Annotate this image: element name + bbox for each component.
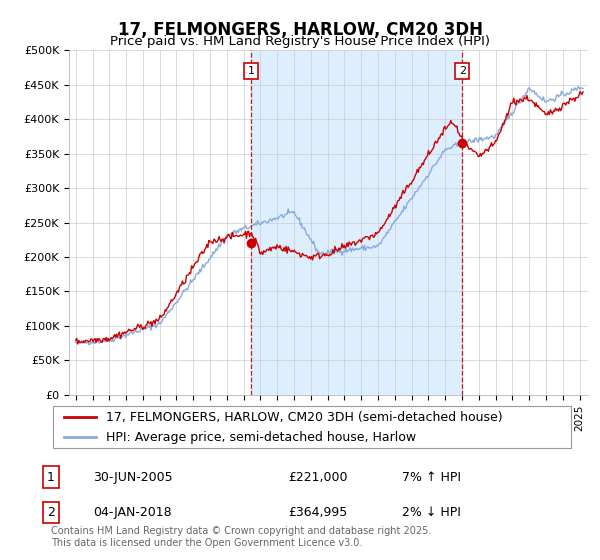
- FancyBboxPatch shape: [53, 405, 571, 449]
- Text: 17, FELMONGERS, HARLOW, CM20 3DH: 17, FELMONGERS, HARLOW, CM20 3DH: [118, 21, 482, 39]
- Text: £221,000: £221,000: [288, 470, 347, 484]
- Text: 30-JUN-2005: 30-JUN-2005: [93, 470, 173, 484]
- Text: 1: 1: [47, 470, 55, 484]
- Text: 04-JAN-2018: 04-JAN-2018: [93, 506, 172, 519]
- Text: 2: 2: [459, 66, 466, 76]
- Text: HPI: Average price, semi-detached house, Harlow: HPI: Average price, semi-detached house,…: [106, 431, 416, 444]
- Text: 2: 2: [47, 506, 55, 519]
- Text: £364,995: £364,995: [288, 506, 347, 519]
- Bar: [251, 50, 463, 395]
- Text: 7% ↑ HPI: 7% ↑ HPI: [402, 470, 461, 484]
- Text: 17, FELMONGERS, HARLOW, CM20 3DH (semi-detached house): 17, FELMONGERS, HARLOW, CM20 3DH (semi-d…: [106, 411, 503, 424]
- Text: 2% ↓ HPI: 2% ↓ HPI: [402, 506, 461, 519]
- Text: Price paid vs. HM Land Registry's House Price Index (HPI): Price paid vs. HM Land Registry's House …: [110, 35, 490, 48]
- Text: Contains HM Land Registry data © Crown copyright and database right 2025.
This d: Contains HM Land Registry data © Crown c…: [51, 526, 431, 548]
- Text: 1: 1: [248, 66, 255, 76]
